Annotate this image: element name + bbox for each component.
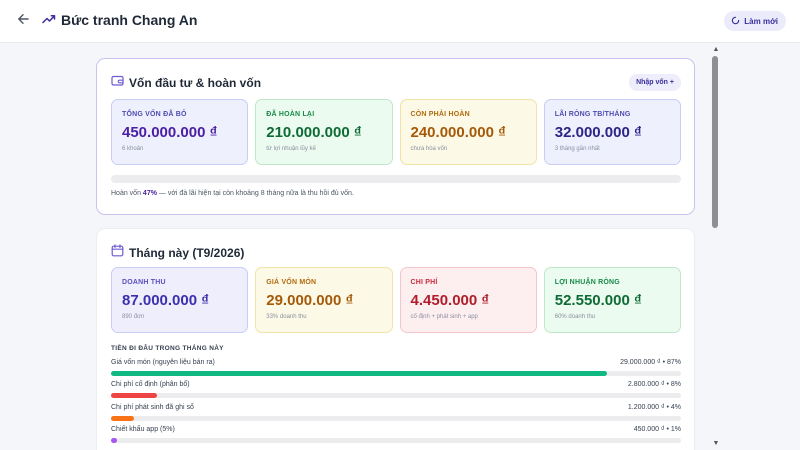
payback-prefix: Hoàn vốn (111, 190, 141, 197)
stat-label: TỔNG VỐN ĐÃ BỎ (122, 111, 187, 118)
payback-progress-bar (111, 175, 681, 183)
spend-value: 29.000.000 ₫ • 87% (620, 359, 681, 366)
stat-net-profit: LỢI NHUẬN RÒNG 52.550.000 ₫ 60% doanh th… (543, 267, 681, 333)
investment-header: Vốn đầu tư & hoàn vốn (111, 75, 261, 91)
stat-value: 32.000.000 ₫ (554, 124, 642, 141)
stat-remaining: CÒN PHẢI HOÀN 240.000.000 ₫ chưa hòa vốn (399, 99, 537, 165)
spend-bar-track (111, 371, 681, 376)
stat-sub: 890 đơn (122, 314, 145, 320)
stat-label: LỢI NHUẬN RÒNG (554, 279, 620, 286)
stat-value: 210.000.000 ₫ (266, 124, 362, 141)
stat-returned: ĐÃ HOÀN LẠI 210.000.000 ₫ từ lợi nhuận l… (255, 99, 393, 165)
month-stats: DOANH THU 87.000.000 ₫ 890 đơn GIÁ VỐN M… (111, 267, 681, 333)
scroll-up-icon[interactable]: ▲ (712, 46, 720, 53)
stat-value: 4.450.000 ₫ (410, 292, 490, 309)
spend-label: Chiết khấu app (5%) (111, 426, 175, 433)
refresh-label: Làm mới (744, 16, 778, 26)
refresh-button[interactable]: Làm mới (724, 11, 786, 31)
investment-title: Vốn đầu tư & hoàn vốn (129, 76, 262, 90)
stat-total-capital: TỔNG VỐN ĐÃ BỎ 450.000.000 ₫ 6 khoản (111, 99, 249, 165)
stat-expenses: CHI PHÍ 4.450.000 ₫ cố định + phát sinh … (399, 267, 537, 333)
month-header: Tháng này (T9/2026) (111, 244, 245, 262)
refresh-icon (731, 16, 740, 27)
spend-row: Chi phí phát sinh đã ghi sổ 1.200.000 ₫ … (111, 404, 681, 424)
stat-value: 240.000.000 ₫ (410, 124, 506, 141)
stat-value: 29.000.000 ₫ (266, 292, 354, 309)
stat-label: DOANH THU (122, 279, 166, 286)
stat-avg-profit: LÃI RÒNG TB/THÁNG 32.000.000 ₫ 3 tháng g… (543, 99, 681, 165)
spend-value: 1.200.000 ₫ • 4% (627, 404, 681, 411)
month-title: Tháng này (T9/2026) (129, 246, 245, 260)
spend-bar-track (111, 416, 681, 421)
wallet-icon (111, 74, 124, 92)
scrollbar[interactable]: ▲ ▼ (711, 46, 721, 450)
stat-label: GIÁ VỐN MÓN (266, 279, 317, 286)
month-card: Tháng này (T9/2026) DOANH THU 87.000.000… (96, 228, 695, 450)
top-bar: Bức tranh Chang An Làm mới (0, 0, 800, 43)
spend-bar-fill (111, 371, 607, 376)
stat-value: 450.000.000 ₫ (122, 124, 218, 141)
stat-sub: 3 tháng gần nhất (554, 146, 600, 152)
investment-card: Vốn đầu tư & hoàn vốn Nhập vốn + TỔNG VỐ… (96, 58, 695, 215)
add-capital-button[interactable]: Nhập vốn + (629, 74, 681, 91)
payback-suffix: — với đà lãi hiện tại còn khoảng 8 tháng… (158, 190, 354, 197)
spend-label: Chi phí phát sinh đã ghi sổ (111, 404, 194, 411)
stat-label: ĐÃ HOÀN LẠI (266, 111, 315, 118)
stat-value: 52.550.000 ₫ (554, 292, 642, 309)
spend-row: Chi phí cố định (phân bổ) 2.800.000 ₫ • … (111, 381, 681, 401)
page-title: Bức tranh Chang An (61, 12, 198, 28)
spend-row: Giá vốn món (nguyên liệu bán ra) 29.000.… (111, 359, 681, 379)
spend-bar-track (111, 393, 681, 398)
payback-percent: 47% (142, 190, 157, 197)
payback-text: Hoàn vốn 47% — với đà lãi hiện tại còn k… (111, 190, 354, 197)
scrollbar-thumb[interactable] (712, 56, 718, 228)
spend-label: Giá vốn món (nguyên liệu bán ra) (111, 359, 215, 366)
stat-sub: cố định + phát sinh + app (410, 314, 478, 320)
scroll-down-icon[interactable]: ▼ (712, 440, 720, 447)
stat-sub: chưa hòa vốn (410, 146, 448, 152)
arrow-left-icon[interactable] (17, 12, 35, 30)
stat-sub: 6 khoản (122, 146, 144, 152)
spend-label: Chi phí cố định (phân bổ) (111, 381, 190, 388)
stat-label: LÃI RÒNG TB/THÁNG (554, 111, 631, 118)
spend-bar-fill (111, 438, 117, 443)
spend-value: 450.000 ₫ • 1% (633, 426, 681, 433)
spend-value: 2.800.000 ₫ • 8% (627, 381, 681, 388)
spend-bar-track (111, 438, 681, 443)
spend-section-title: TIỀN ĐI ĐÂU TRONG THÁNG NÀY (111, 345, 224, 352)
stat-sub: từ lợi nhuận lũy kế (266, 146, 316, 152)
spend-bar-fill (111, 393, 157, 398)
spend-bar-fill (111, 416, 134, 421)
calendar-icon (111, 244, 124, 262)
trending-up-icon (42, 12, 58, 28)
stat-value: 87.000.000 ₫ (122, 292, 209, 309)
stat-cogs: GIÁ VỐN MÓN 29.000.000 ₫ 33% doanh thu (255, 267, 393, 333)
spend-row: Chiết khấu app (5%) 450.000 ₫ • 1% (111, 426, 681, 446)
stat-revenue: DOANH THU 87.000.000 ₫ 890 đơn (111, 267, 249, 333)
stat-label: CHI PHÍ (410, 279, 438, 286)
stat-sub: 33% doanh thu (266, 314, 307, 320)
investment-stats: TỔNG VỐN ĐÃ BỎ 450.000.000 ₫ 6 khoản ĐÃ … (111, 99, 681, 165)
stat-label: CÒN PHẢI HOÀN (410, 111, 470, 118)
stat-sub: 60% doanh thu (554, 314, 596, 320)
